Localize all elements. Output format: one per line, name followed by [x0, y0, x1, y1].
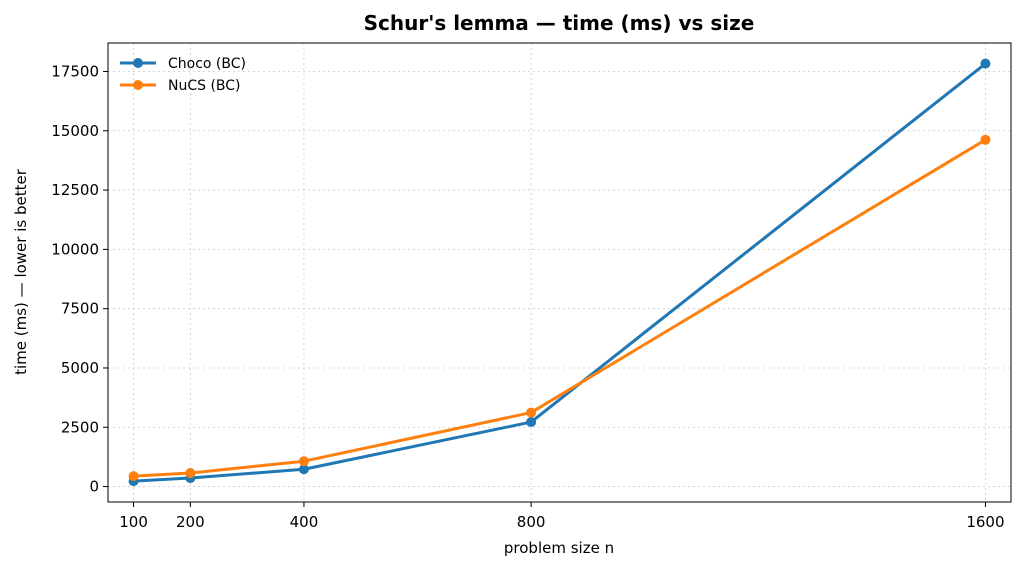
y-tick-label: 2500 — [61, 418, 99, 436]
series-line — [132, 62, 987, 483]
series-layer — [128, 58, 991, 487]
data-point — [980, 134, 991, 145]
legend-label: NuCS (BC) — [168, 78, 241, 94]
y-tick-label: 17500 — [51, 62, 99, 80]
x-axis-label: problem size n — [504, 539, 614, 557]
x-axis: 100 200 400 800 1600 — [119, 502, 1005, 531]
legend-swatch-marker — [133, 80, 143, 90]
series-0 — [128, 58, 991, 487]
data-point — [526, 417, 537, 428]
plot-area-frame — [107, 42, 1012, 503]
y-tick-label: 12500 — [51, 181, 99, 199]
data-point — [128, 471, 139, 482]
y-tick-label: 15000 — [51, 122, 99, 140]
data-point — [298, 456, 309, 467]
data-point — [526, 407, 537, 418]
data-point — [980, 58, 991, 69]
grid — [108, 43, 1011, 502]
legend: Choco (BC) NuCS (BC) — [120, 56, 246, 94]
x-tick-label: 100 — [119, 513, 148, 531]
x-tick-label: 200 — [176, 513, 205, 531]
legend-swatch-marker — [133, 58, 143, 68]
chart-title: Schur's lemma — time (ms) vs size — [364, 11, 755, 35]
data-point — [298, 464, 309, 475]
legend-item: Choco (BC) — [120, 56, 246, 72]
x-tick-label: 1600 — [966, 513, 1004, 531]
y-tick-label: 10000 — [51, 240, 99, 258]
legend-label: Choco (BC) — [168, 56, 246, 72]
y-tick-label: 5000 — [61, 359, 99, 377]
x-tick-label: 800 — [517, 513, 546, 531]
x-tick-label: 400 — [290, 513, 319, 531]
y-tick-label: 7500 — [61, 300, 99, 318]
data-point — [185, 468, 196, 479]
y-tick-label: 0 — [89, 478, 99, 496]
series-1 — [128, 134, 991, 482]
legend-item: NuCS (BC) — [120, 78, 241, 94]
y-axis-label: time (ms) — lower is better — [12, 168, 30, 375]
y-axis: 0 2500 5000 7500 10000 12500 15000 17500 — [51, 62, 108, 496]
